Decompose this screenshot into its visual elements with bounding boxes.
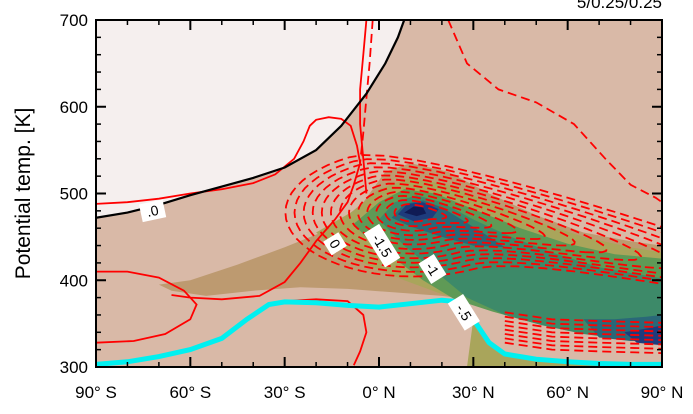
negative-contour-surface-0 [504, 341, 662, 354]
contour-label-box [363, 223, 401, 268]
zero-contour-3 [284, 298, 368, 366]
negative-contour-0 [393, 203, 448, 223]
zero-contour-1 [359, 20, 368, 194]
negative-contour-upper [447, 20, 662, 203]
contour-label-group: -1 [418, 254, 447, 284]
negative-contour-1 [384, 199, 469, 228]
x-tick-label: 30° S [264, 383, 306, 402]
x-tick-label: 60° N [546, 383, 589, 402]
contour-label: -.5 [453, 301, 475, 324]
negative-contour-surface-1 [504, 337, 662, 350]
tropopause-line [96, 297, 662, 367]
contour-label: .0 [145, 202, 160, 220]
y-axis-title: Potential temp. [K] [12, 108, 35, 280]
negative-contour-surface-3 [504, 328, 662, 341]
contour-labels: .00 -1.5-1-.5 [138, 199, 481, 331]
x-tick-label: 30° N [452, 383, 495, 402]
y-tick-label: 700 [60, 11, 88, 30]
x-tick-label: 90° S [75, 383, 117, 402]
y-tick-label: 500 [60, 185, 88, 204]
contour-label-group: -.5 [447, 293, 481, 331]
fill-level-7 [404, 206, 427, 217]
negative-contour-surface-2 [504, 333, 662, 346]
negative-contour-surface-6 [504, 315, 662, 328]
x-tick-label: 0° N [362, 383, 395, 402]
contour-label-box [418, 254, 447, 284]
contour-label-group: .0 [138, 199, 167, 223]
x-tick-label: 90° N [641, 383, 684, 402]
negative-contour-5 [348, 182, 576, 247]
corner-label: 5/0.25/0.25 [577, 0, 662, 12]
contour-label-box [138, 199, 167, 223]
negative-contour-surface-5 [504, 320, 662, 333]
x-axis: 90° S 60° S 30° S 0° N 30° N 60° N 90° N [75, 20, 683, 402]
negative-contour-9 [311, 166, 662, 275]
negative-contour-11 [293, 158, 662, 282]
negative-contour-8 [320, 170, 662, 269]
x-tick-label: 60° S [169, 383, 211, 402]
y-tick-label: 300 [60, 358, 88, 377]
contour-label-group: 0 [323, 232, 347, 256]
y-tick-label: 400 [60, 271, 88, 290]
negative-contour-surface-7 [504, 311, 662, 324]
fill-lower-right [467, 319, 662, 367]
negative-contour-10 [302, 162, 662, 279]
negative-contour-7 [329, 174, 643, 262]
zero-contour-2 [96, 270, 198, 344]
y-tick-label: 600 [60, 98, 88, 117]
negative-contour-2 [375, 194, 493, 232]
y-axis: 300 400 500 600 700 [60, 11, 662, 377]
negative-contour-3 [366, 190, 518, 237]
contour-label-box [323, 232, 347, 256]
negative-contour-4 [357, 186, 546, 241]
zero-contour-0 [96, 116, 362, 301]
white-region [96, 20, 405, 218]
negative-contour-left [359, 20, 374, 164]
negative-contour-surface-4 [504, 324, 662, 337]
contour-lines [96, 20, 662, 367]
contour-label-box [447, 293, 481, 331]
